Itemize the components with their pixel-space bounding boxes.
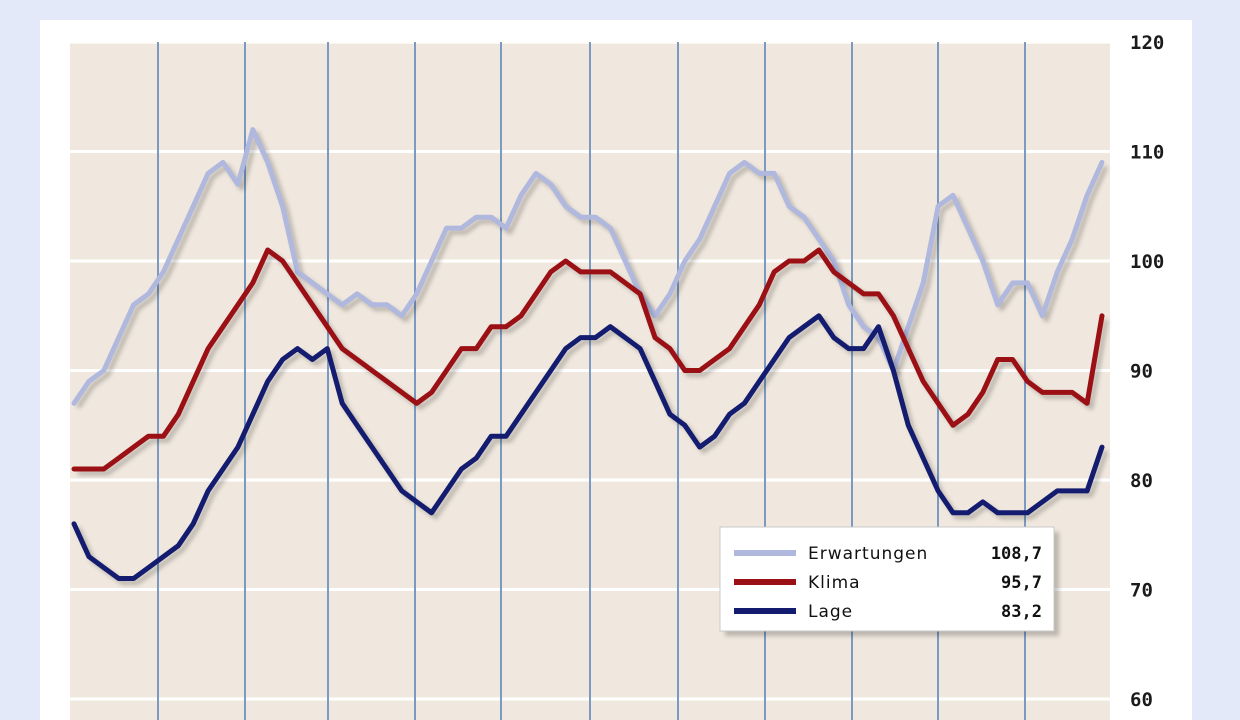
y-tick-label: 70 [1130, 580, 1153, 602]
line-chart: 120 110 100 90 80 70 60 Erwartungen 108,7 Klima 9… [70, 32, 1164, 720]
legend-label-erwartungen: Erwartungen [808, 544, 928, 564]
y-tick-label: 80 [1130, 470, 1153, 492]
legend: Erwartungen 108,7 Klima 95,7 Lage 83,2 [719, 526, 1059, 636]
legend-value-erwartungen: 108,7 [991, 544, 1042, 564]
y-tick-label: 110 [1130, 142, 1164, 164]
legend-value-lage: 83,2 [1001, 602, 1042, 622]
legend-label-lage: Lage [808, 602, 853, 622]
series-line-klima [71, 247, 1105, 472]
y-tick-label: 90 [1130, 361, 1153, 383]
legend-value-klima: 95,7 [1001, 573, 1042, 593]
y-tick-label: 100 [1130, 251, 1164, 273]
legend-label-klima: Klima [808, 573, 861, 593]
y-axis-ticks: 120 110 100 90 80 70 60 [1130, 32, 1164, 711]
series-lines [71, 127, 1109, 585]
y-tick-label: 60 [1130, 689, 1153, 711]
series-line-lage [71, 313, 1105, 581]
series-shadow-erwartungen [75, 131, 1109, 409]
series-line-erwartungen [71, 127, 1105, 406]
y-tick-label: 120 [1130, 32, 1164, 54]
chart-card: 120 110 100 90 80 70 60 Erwartungen 108,7 Klima 9… [40, 20, 1192, 720]
